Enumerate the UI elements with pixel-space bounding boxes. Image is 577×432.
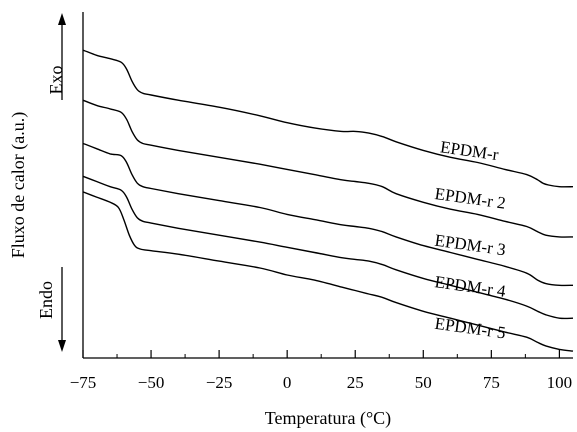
endo-arrow	[58, 267, 66, 352]
endo-label: Endo	[36, 281, 56, 319]
series-label-4: EPDM-r 4	[434, 272, 508, 301]
x-tick-label: −75	[70, 373, 97, 392]
x-tick-label: −25	[206, 373, 233, 392]
series-line-1	[82, 49, 574, 188]
y-axis-title: Fluxo de calor (a.u.)	[8, 112, 29, 258]
series-label-3: EPDM-r 3	[434, 231, 507, 260]
series-label-5: EPDM-r 5	[434, 314, 507, 343]
x-tick-label: −50	[138, 373, 165, 392]
exo-label: Exo	[46, 66, 66, 95]
x-tick-label: 75	[483, 373, 500, 392]
series-line-2	[82, 99, 574, 238]
exo-arrow	[58, 13, 66, 100]
series-line-3	[82, 142, 574, 287]
x-tick-label: 0	[283, 373, 292, 392]
x-tick-group: −75 −50 −25 0 25 50 75 100	[70, 350, 572, 392]
x-tick-label: 50	[415, 373, 432, 392]
x-tick-label: 25	[347, 373, 364, 392]
series-line-4	[82, 175, 574, 320]
series-line-5	[82, 191, 574, 352]
series-group	[82, 49, 574, 352]
x-tick-label: 100	[547, 373, 573, 392]
x-axis-title: Temperatura (°C)	[265, 408, 391, 429]
series-label-1: EPDM-r	[439, 137, 500, 164]
